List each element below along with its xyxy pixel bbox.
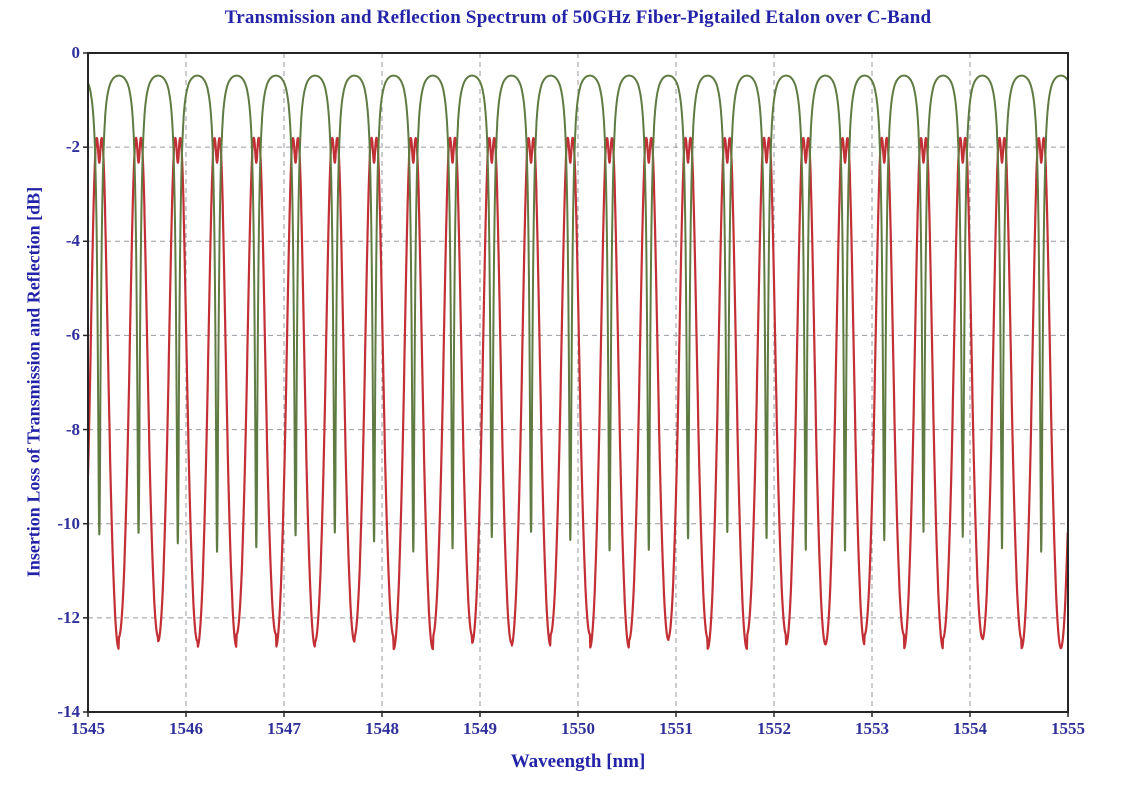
x-tick-label: 1555: [1051, 719, 1085, 738]
x-tick-label: 1551: [659, 719, 693, 738]
x-tick-label: 1545: [71, 719, 105, 738]
x-tick-label: 1554: [953, 719, 987, 738]
y-tick-label: -14: [57, 702, 80, 721]
y-tick-label: 0: [71, 43, 81, 62]
y-tick-label: -10: [57, 513, 80, 533]
reflection-curve: [88, 74, 1068, 553]
x-tick-label: 1552: [757, 719, 791, 738]
x-tick-label: 1553: [855, 719, 889, 738]
y-tick-label: -2: [65, 137, 80, 157]
chart-title: Transmission and Reflection Spectrum of …: [224, 7, 932, 28]
y-tick-label: -12: [57, 607, 80, 627]
x-axis-title: Waveength [nm]: [510, 751, 646, 772]
y-tick-label: -6: [65, 325, 80, 345]
x-tick-label: 1550: [561, 719, 595, 738]
plot-frame: [87, 52, 1069, 713]
x-tick-label: 1548: [365, 719, 399, 738]
y-tick-label: -8: [65, 419, 80, 439]
x-tick-label: 1547: [267, 719, 301, 738]
x-tick-label: 1549: [463, 719, 497, 738]
y-tick-label: -4: [65, 231, 80, 251]
x-tick-label: 1546: [169, 719, 203, 738]
